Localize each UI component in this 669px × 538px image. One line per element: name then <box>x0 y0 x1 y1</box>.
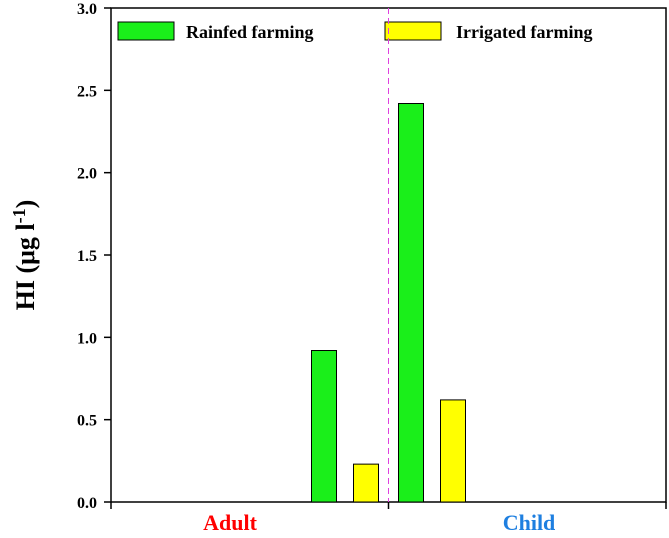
y-tick-label-6: 3.0 <box>77 1 97 18</box>
y-tick-label-3: 1.5 <box>77 248 97 265</box>
legend-label-rainfed: Rainfed farming <box>186 22 314 42</box>
y-tick-label-0: 0.0 <box>77 495 97 512</box>
legend-label-irrigated: Irrigated farming <box>456 22 592 42</box>
category-label-adult: Adult <box>203 510 257 533</box>
bar-rainfed-farming-adult <box>311 350 337 503</box>
y-tick-label-4: 2.0 <box>77 166 97 183</box>
legend-swatch-rainfed <box>117 21 175 41</box>
bars <box>311 103 466 503</box>
y-tick-label-5: 2.5 <box>77 83 97 100</box>
category-label-child: Child <box>503 510 556 533</box>
y-tick-label-2: 1.0 <box>77 330 97 347</box>
y-tick-label-1: 0.5 <box>77 413 97 430</box>
bar-irrigated-farming-adult <box>353 463 379 503</box>
bar-rainfed-farming-child <box>398 103 424 503</box>
bar-irrigated-farming-child <box>440 399 466 503</box>
y-axis-ticks: 0.0 0.5 1.0 1.5 2.0 2.5 3.0 <box>77 1 667 512</box>
legend-swatch-irrigated <box>384 21 442 41</box>
y-axis-title: HI (μg l-1) <box>9 200 40 311</box>
legend: Rainfed farming Irrigated farming <box>117 21 592 42</box>
